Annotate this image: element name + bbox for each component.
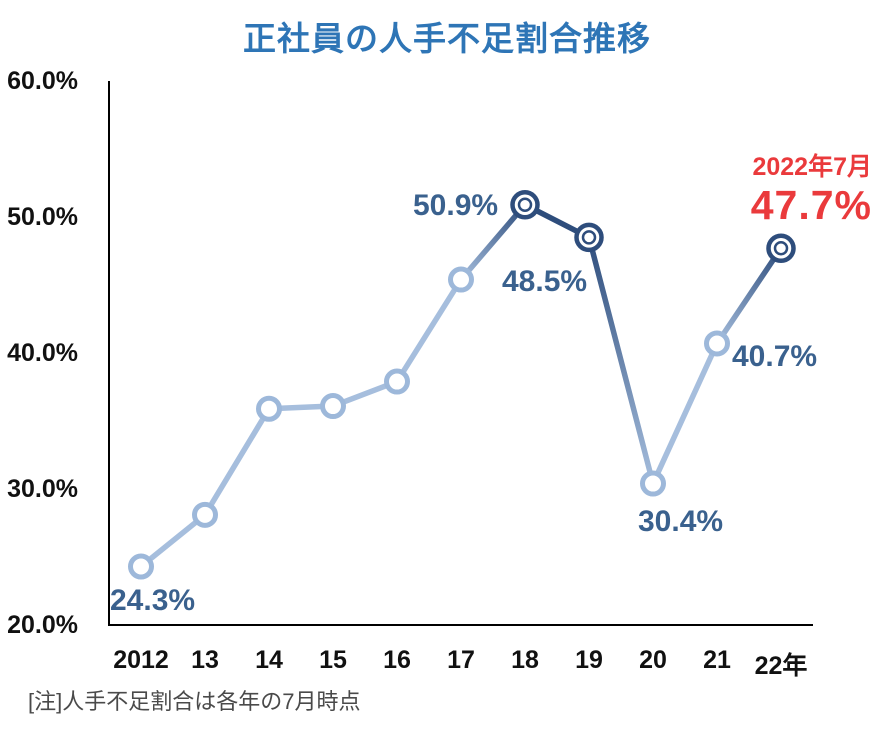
x-axis-tick-label: 14 [255,646,283,674]
x-axis-tick-label: 15 [319,646,347,674]
data-point-label: 24.3% [110,584,196,617]
data-point [192,501,218,528]
y-axis-tick-label: 60.0% [7,67,78,95]
data-point [128,553,154,580]
line-segment [458,202,528,283]
annotation-value: 47.7% [750,182,872,228]
y-axis-tick-label: 50.0% [7,203,78,231]
data-point-label: 40.7% [732,340,818,373]
footnote: [注]人手不足割合は各年の7月時点 [28,689,361,714]
data-point-highlighted-inner [773,241,789,256]
data-point-label: 30.4% [638,505,724,538]
y-axis-tick-label: 40.0% [7,339,78,367]
chart-title: 正社員の人手不足割合推移 [243,20,651,57]
data-point [640,470,666,497]
y-axis-tick-label: 30.0% [7,475,78,503]
data-point-highlighted-inner [517,197,533,213]
x-axis-tick-label: 20 [639,646,667,674]
x-axis-tick-label: 21 [703,646,731,674]
data-point-label: 50.9% [413,189,499,222]
annotation-date: 2022年7月 [752,153,872,181]
data-point [320,393,346,420]
line-segment [202,406,272,518]
line-segment [714,245,784,347]
line-segment [394,276,464,385]
annotation-2022: 2022年7月 47.7% [751,153,872,228]
data-point [704,330,730,357]
x-axis-tick-label: 17 [447,646,475,674]
x-axis-tick-label: 22年 [754,652,808,680]
data-point-highlighted-inner [581,230,597,245]
line-segment [586,234,656,487]
data-point-label: 48.5% [502,265,588,298]
data-point [384,368,410,395]
line-segment [650,340,720,487]
line-segment [138,512,208,570]
axes [108,81,813,626]
x-axis-tick-label: 19 [575,646,603,674]
data-point [448,266,474,293]
x-axis-tick-label: 13 [191,646,219,674]
y-axis-tick-label: 20.0% [7,611,78,639]
data-point [256,395,282,422]
x-axis-tick-label: 18 [511,646,539,674]
x-axis-tick-label: 16 [383,646,411,674]
x-axis-tick-label: 2012 [113,646,169,674]
